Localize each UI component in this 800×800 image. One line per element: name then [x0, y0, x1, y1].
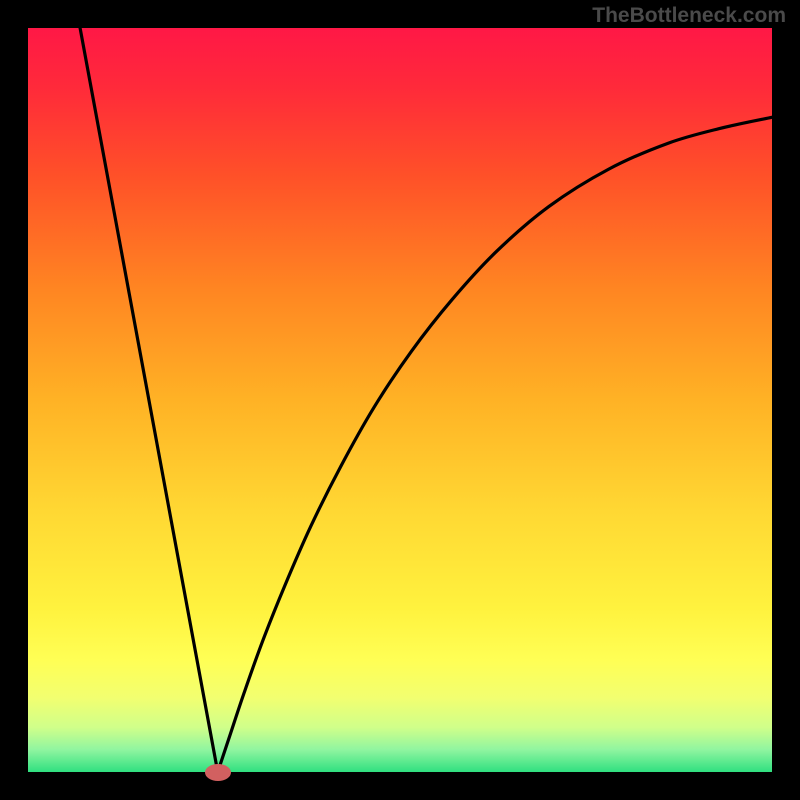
curve-right-arc	[218, 117, 772, 772]
plot-area	[28, 28, 772, 772]
valley-marker	[205, 764, 231, 781]
watermark-text: TheBottleneck.com	[592, 4, 786, 28]
curve-svg	[28, 28, 772, 772]
curve-left-line	[80, 28, 218, 772]
